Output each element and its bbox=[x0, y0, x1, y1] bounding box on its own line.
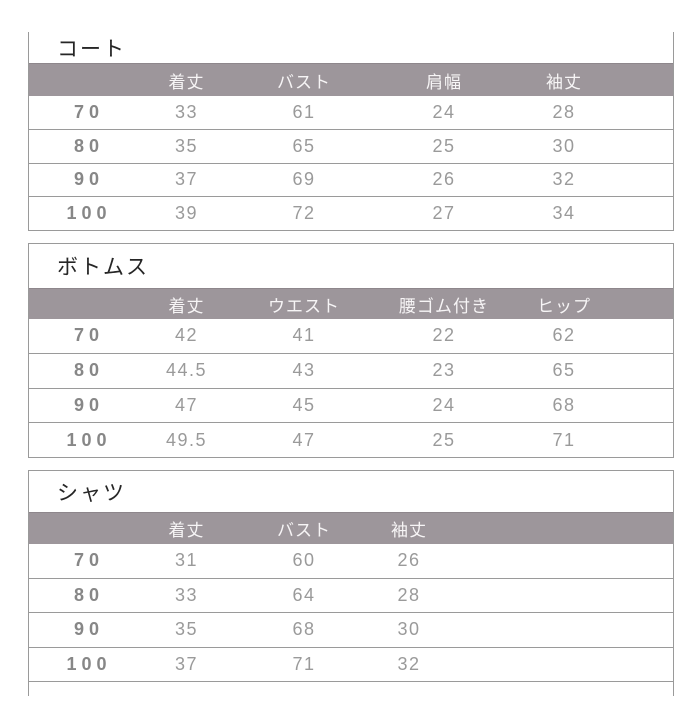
size-column-header-empty bbox=[29, 513, 144, 544]
column-header: 袖丈 bbox=[391, 521, 427, 540]
size-cell: 100 bbox=[66, 203, 112, 224]
size-cell: 100 bbox=[66, 429, 112, 450]
table-header-row: 着丈 ウエスト 腰ゴム付き ヒップ bbox=[29, 288, 673, 319]
size-cell: 80 bbox=[73, 360, 105, 381]
value-cell: 30 bbox=[397, 619, 421, 640]
table-title-shirt: シャツ bbox=[57, 480, 126, 505]
value-cell: 37 bbox=[174, 169, 199, 190]
table-title-bottoms: ボトムス bbox=[57, 255, 149, 279]
value-cell: 60 bbox=[292, 550, 316, 571]
value-cell: 71 bbox=[552, 429, 576, 450]
value-cell: 65 bbox=[552, 360, 576, 381]
size-column-header-empty bbox=[29, 289, 144, 319]
column-header: バスト bbox=[277, 72, 331, 92]
value-cell: 24 bbox=[432, 101, 456, 122]
value-cell: 72 bbox=[292, 203, 316, 224]
table-body: 70 42 41 22 62 80 44.5 43 23 65 90 47 45 24 68 100 49.5 4… bbox=[29, 319, 673, 457]
value-cell: 27 bbox=[432, 203, 456, 224]
table-row: 90 35 68 30 bbox=[29, 612, 673, 647]
table-body: 70 31 60 26 80 33 64 28 90 35 68 30 100 37 71 32 bbox=[29, 544, 673, 681]
value-cell: 71 bbox=[292, 653, 316, 674]
column-header: ヒップ bbox=[537, 296, 591, 316]
value-cell: 69 bbox=[292, 169, 316, 190]
value-cell: 68 bbox=[552, 394, 576, 415]
table-row: 80 33 64 28 bbox=[29, 577, 673, 612]
size-cell: 90 bbox=[73, 619, 105, 640]
table-row: 80 35 65 25 30 bbox=[29, 128, 673, 163]
column-header: バスト bbox=[277, 521, 331, 540]
value-cell: 35 bbox=[174, 619, 199, 640]
value-cell: 42 bbox=[174, 325, 199, 346]
value-cell: 34 bbox=[552, 203, 576, 224]
value-cell: 24 bbox=[432, 394, 456, 415]
size-cell: 80 bbox=[73, 135, 105, 156]
size-cell: 90 bbox=[73, 169, 105, 190]
value-cell: 26 bbox=[432, 169, 456, 190]
table-row: 90 37 69 26 32 bbox=[29, 162, 673, 197]
table-row: 70 31 60 26 bbox=[29, 544, 673, 578]
value-cell: 62 bbox=[552, 325, 576, 346]
table-row: 90 47 45 24 68 bbox=[29, 387, 673, 423]
size-table-section-bottoms: ボトムス 着丈 ウエスト 腰ゴム付き ヒップ 70 42 41 22 62 80 44.5 43 23… bbox=[28, 243, 674, 458]
size-cell: 70 bbox=[73, 325, 105, 346]
table-header-row: 着丈 バスト 肩幅 袖丈 bbox=[29, 63, 673, 96]
size-table-section-shirt: シャツ 着丈 バスト 袖丈 70 31 60 26 80 33 64 28 90 35 68 30 100 3… bbox=[28, 470, 674, 682]
value-cell: 49.5 bbox=[165, 429, 208, 450]
value-cell: 22 bbox=[432, 325, 456, 346]
frame-line-left bbox=[28, 682, 29, 696]
size-table-section-coat: コート 着丈 バスト 肩幅 袖丈 70 33 61 24 28 80 35 65 25 30 90 37 69… bbox=[28, 32, 674, 231]
table-header-row: 着丈 バスト 袖丈 bbox=[29, 512, 673, 544]
table-row: 80 44.5 43 23 65 bbox=[29, 352, 673, 388]
column-header: 着丈 bbox=[168, 72, 205, 92]
size-column-header-empty bbox=[29, 64, 144, 96]
value-cell: 23 bbox=[432, 360, 456, 381]
size-cell: 100 bbox=[66, 653, 112, 674]
value-cell: 33 bbox=[174, 101, 199, 122]
value-cell: 64 bbox=[292, 584, 316, 605]
value-cell: 26 bbox=[397, 550, 421, 571]
value-cell: 47 bbox=[174, 394, 199, 415]
value-cell: 41 bbox=[292, 325, 316, 346]
value-cell: 45 bbox=[292, 394, 316, 415]
value-cell: 39 bbox=[174, 203, 199, 224]
value-cell: 30 bbox=[552, 135, 576, 156]
column-header: 袖丈 bbox=[546, 72, 582, 92]
value-cell: 32 bbox=[397, 653, 421, 674]
value-cell: 32 bbox=[552, 169, 576, 190]
table-row: 70 42 41 22 62 bbox=[29, 319, 673, 353]
value-cell: 25 bbox=[432, 429, 456, 450]
value-cell: 31 bbox=[174, 550, 199, 571]
table-row: 100 39 72 27 34 bbox=[29, 196, 673, 230]
column-header: 着丈 bbox=[168, 521, 205, 540]
column-header: 着丈 bbox=[168, 296, 205, 316]
size-cell: 70 bbox=[73, 550, 105, 571]
frame-line-right bbox=[673, 682, 674, 696]
table-row: 100 37 71 32 bbox=[29, 646, 673, 681]
table-body: 70 33 61 24 28 80 35 65 25 30 90 37 69 26 32 100 39 72 27 3… bbox=[29, 96, 673, 230]
value-cell: 33 bbox=[174, 584, 199, 605]
size-cell: 80 bbox=[73, 584, 105, 605]
value-cell: 44.5 bbox=[165, 360, 208, 381]
value-cell: 47 bbox=[292, 429, 316, 450]
column-header: 肩幅 bbox=[426, 72, 462, 92]
table-row: 100 49.5 47 25 71 bbox=[29, 422, 673, 457]
column-header: ウエスト bbox=[268, 296, 340, 316]
value-cell: 61 bbox=[292, 101, 316, 122]
column-header: 腰ゴム付き bbox=[399, 296, 489, 316]
value-cell: 25 bbox=[432, 135, 456, 156]
size-cell: 70 bbox=[73, 101, 105, 122]
value-cell: 37 bbox=[174, 653, 199, 674]
value-cell: 43 bbox=[292, 360, 316, 381]
value-cell: 35 bbox=[174, 135, 199, 156]
value-cell: 68 bbox=[292, 619, 316, 640]
value-cell: 28 bbox=[397, 584, 421, 605]
value-cell: 28 bbox=[552, 101, 576, 122]
value-cell: 65 bbox=[292, 135, 316, 156]
table-title-coat: コート bbox=[57, 36, 126, 61]
table-row: 70 33 61 24 28 bbox=[29, 96, 673, 129]
size-cell: 90 bbox=[73, 394, 105, 415]
